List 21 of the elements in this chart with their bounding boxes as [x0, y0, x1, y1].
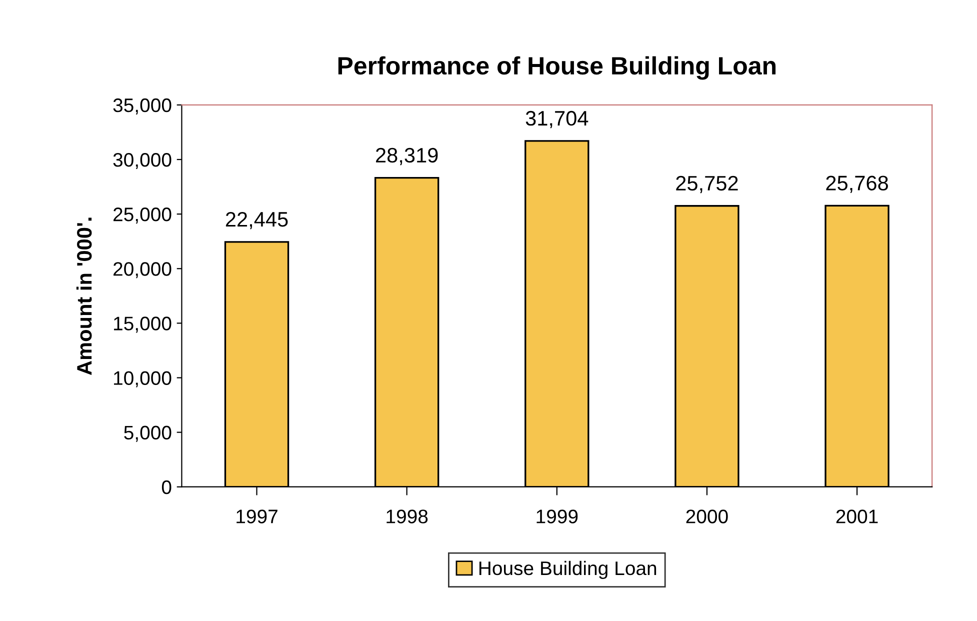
y-tick-label: 5,000 — [124, 426, 172, 442]
y-axis-title: Amount in '000'. — [76, 218, 92, 375]
chart-title: Performance of House Building Loan — [338, 56, 776, 80]
legend-label: House Building Loan — [479, 560, 656, 579]
y-tick-label: 25,000 — [114, 208, 172, 224]
data-label: 28,319 — [376, 148, 438, 166]
data-label: 22,445 — [226, 212, 288, 230]
x-tick-label: 1997 — [236, 510, 278, 524]
x-tick-label: 2001 — [836, 510, 878, 524]
x-tick-label: 2000 — [686, 510, 728, 524]
y-tick-label: 0 — [162, 480, 172, 494]
y-tick-label: 35,000 — [113, 98, 172, 114]
x-tick-label: 1999 — [536, 510, 578, 524]
data-label: 25,752 — [676, 176, 738, 194]
y-tick-label: 15,000 — [114, 316, 172, 333]
x-tick-label: 1998 — [386, 510, 428, 524]
data-label: 31,704 — [526, 110, 588, 128]
y-tick-label: 10,000 — [114, 371, 172, 388]
y-tick-label: 20,000 — [114, 262, 172, 278]
data-label: 25,768 — [826, 176, 888, 193]
y-tick-label: 30,000 — [113, 152, 172, 170]
